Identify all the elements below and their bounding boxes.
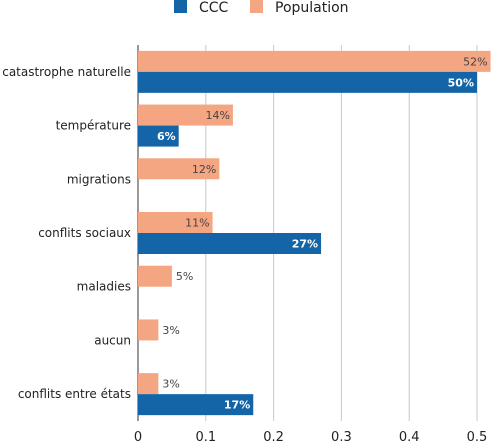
data-label-population: 3% bbox=[162, 378, 179, 391]
legend-swatch-ccc bbox=[174, 0, 187, 13]
x-tick-label: 0.4 bbox=[399, 430, 420, 444]
x-tick-label: 0.2 bbox=[263, 430, 284, 444]
bar-population bbox=[138, 50, 491, 72]
bar-population bbox=[138, 158, 220, 180]
bar-ccc bbox=[138, 125, 179, 147]
data-label-population: 3% bbox=[162, 324, 179, 337]
legend-label-ccc: CCC bbox=[199, 0, 229, 16]
x-tick-label: 0.5 bbox=[467, 430, 488, 444]
bar-population bbox=[138, 212, 213, 233]
data-label-population: 5% bbox=[176, 270, 193, 283]
data-label-ccc: 50% bbox=[448, 76, 474, 89]
legend-swatch-population bbox=[250, 0, 263, 13]
bar-population bbox=[138, 265, 172, 287]
data-label-population: 11% bbox=[185, 217, 209, 230]
x-tick-label: 0.3 bbox=[331, 430, 352, 444]
category-label: aucun bbox=[94, 333, 131, 347]
data-label-ccc: 27% bbox=[292, 238, 318, 251]
data-label-population: 14% bbox=[205, 109, 229, 122]
category-label: migrations bbox=[67, 172, 131, 186]
bars: 52% 50% 14% 6% 12% 11% 27% 5% 3% 3% 17% bbox=[138, 50, 491, 416]
category-label: maladies bbox=[77, 280, 131, 294]
legend: CCC Population bbox=[174, 0, 349, 16]
data-label-population: 12% bbox=[192, 163, 216, 176]
bar-ccc bbox=[138, 71, 477, 93]
category-label: catastrophe naturelle bbox=[2, 65, 131, 79]
category-labels: catastrophe naturelle température migratio… bbox=[2, 65, 131, 401]
category-label: conflits sociaux bbox=[38, 226, 131, 240]
bar-population bbox=[138, 319, 159, 341]
bar-ccc bbox=[138, 394, 254, 416]
data-label-population: 52% bbox=[463, 55, 487, 68]
data-label-ccc: 17% bbox=[224, 399, 250, 412]
bar-population bbox=[138, 373, 159, 395]
x-axis-ticks: 0 0.1 0.2 0.3 0.4 0.5 bbox=[134, 430, 487, 444]
bar-ccc bbox=[138, 233, 322, 254]
x-tick-label: 0.1 bbox=[195, 430, 216, 444]
x-tick-label: 0 bbox=[134, 430, 142, 444]
data-label-ccc: 6% bbox=[157, 130, 176, 143]
category-label: température bbox=[56, 119, 131, 133]
legend-label-population: Population bbox=[275, 0, 349, 16]
category-label: conflits entre états bbox=[18, 387, 131, 401]
bar-population bbox=[138, 104, 233, 126]
